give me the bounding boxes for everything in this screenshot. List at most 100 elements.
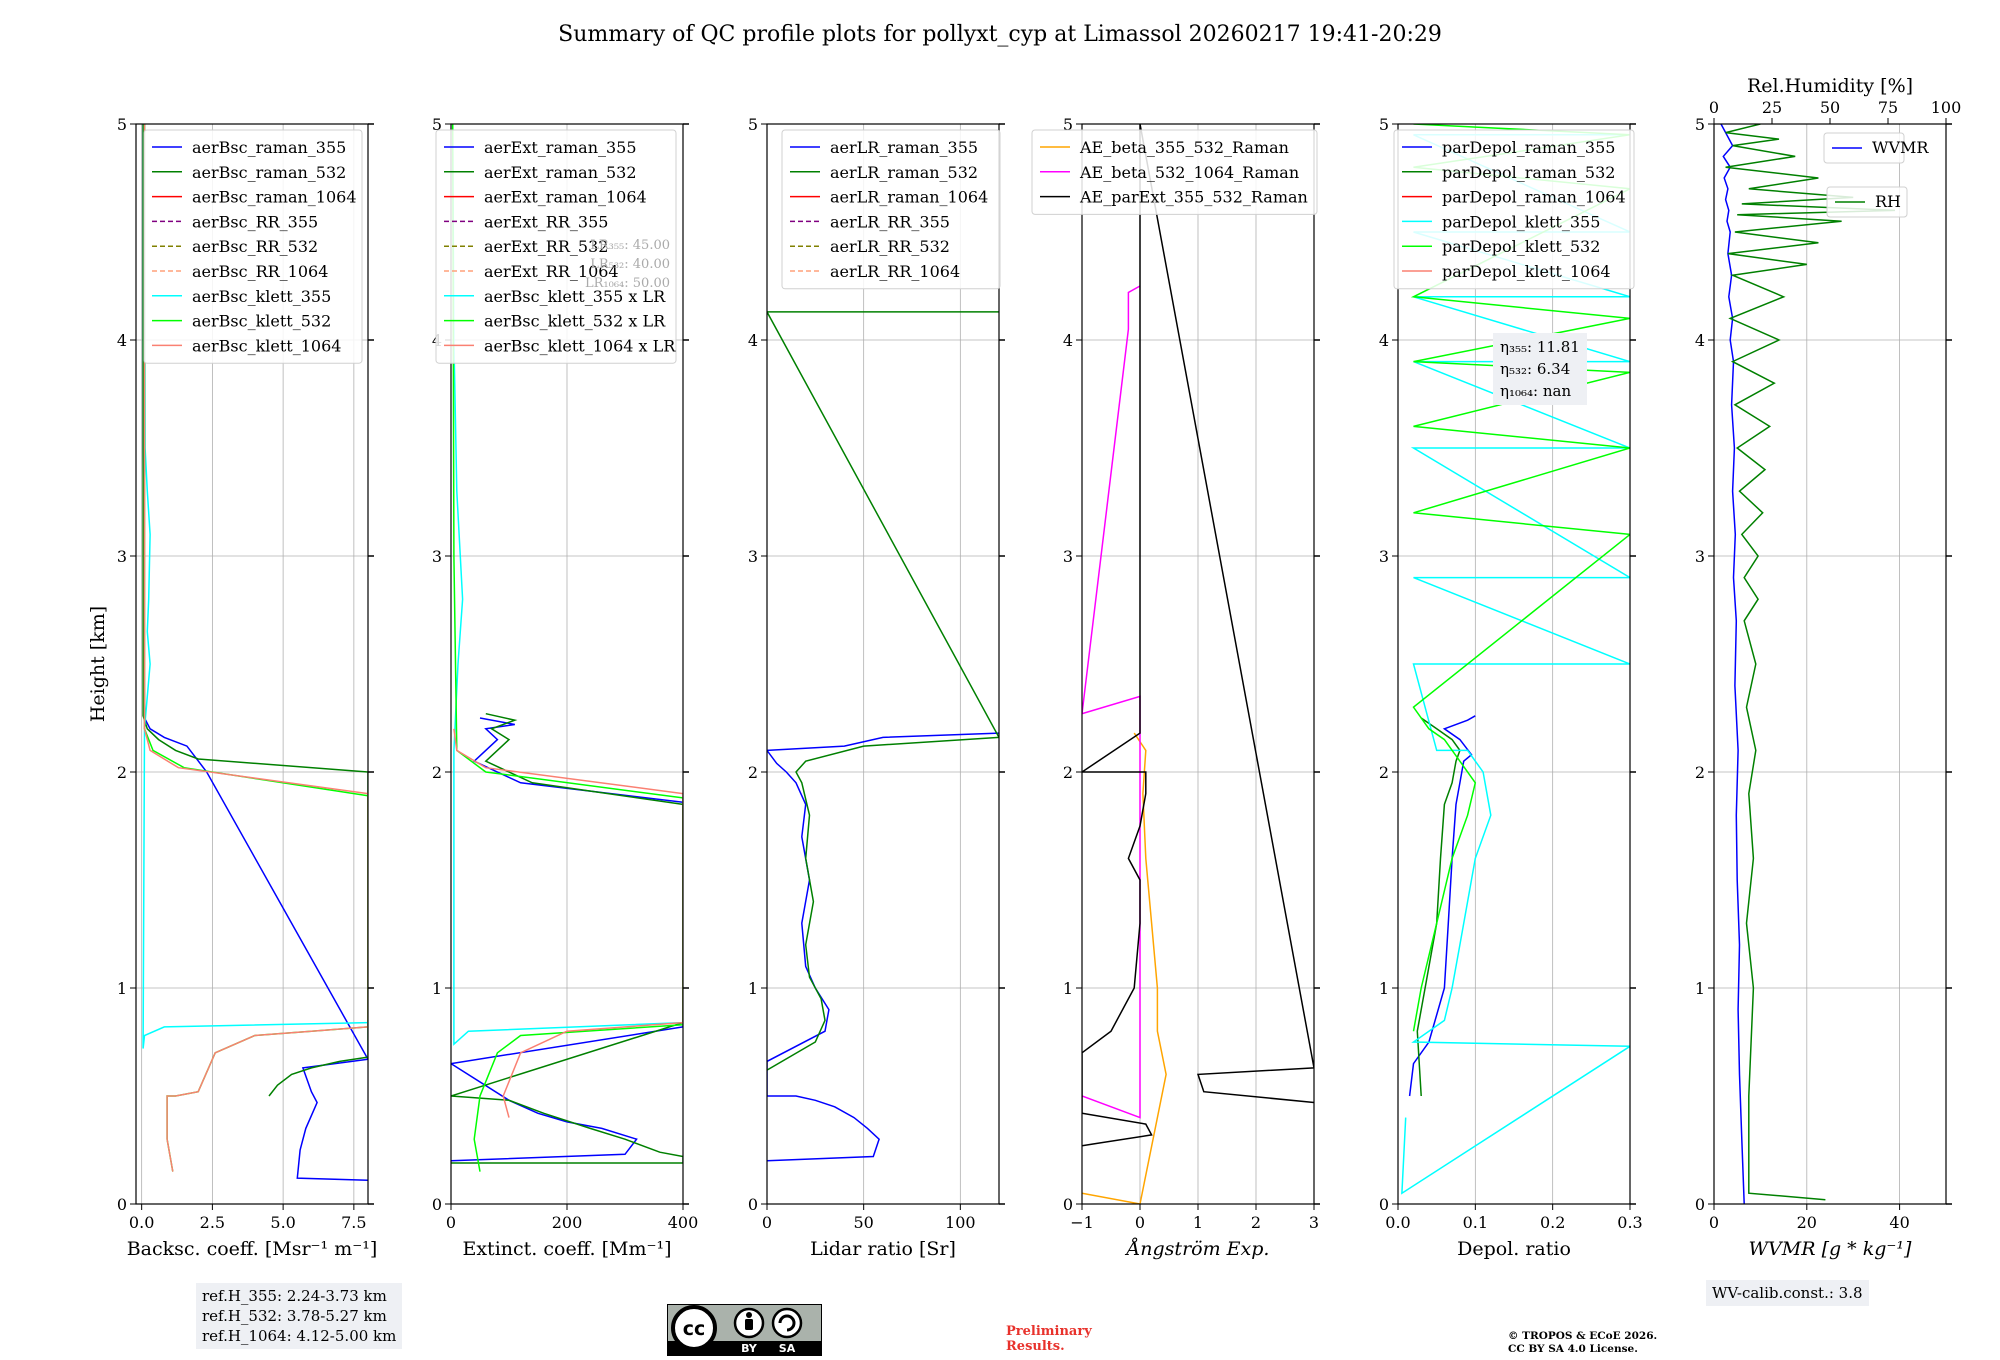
x-tick-label: 40	[1889, 1213, 1909, 1232]
preliminary-line-1: Preliminary	[1006, 1324, 1092, 1339]
legend-label: aerBsc_RR_355	[192, 212, 318, 231]
eta-annotation: η₃₅₅: 11.81	[1500, 338, 1580, 356]
y-axis-label: Height [km]	[87, 606, 109, 722]
x-tick-label: 50	[853, 1213, 873, 1232]
legend-label: aerBsc_klett_1064	[192, 336, 341, 355]
series-line-aerext-raman-355	[451, 717, 683, 1162]
y-tick-label: 0	[748, 1195, 758, 1214]
legend-label: AE_beta_355_532_Raman	[1079, 138, 1289, 157]
legend-label: aerExt_raman_1064	[484, 188, 647, 207]
legend-label: aerBsc_klett_1064 x LR	[484, 336, 676, 355]
x-tick-label: −1	[1070, 1213, 1094, 1232]
copyright-note: © TROPOS & ECoE 2026. CC BY SA 4.0 Licen…	[1508, 1330, 1657, 1356]
lidar-ratio-annotation: LR₁₀₆₄: 50.00	[585, 276, 670, 291]
legend-box	[1826, 186, 1908, 218]
legend-label: RH	[1875, 192, 1901, 211]
x-tick-label: 400	[668, 1213, 699, 1232]
y-tick-label: 3	[117, 547, 127, 566]
y-tick-label: 1	[748, 979, 758, 998]
plot-frame	[766, 123, 1000, 1205]
sa-text: SA	[779, 1342, 796, 1355]
y-tick-label: 1	[117, 979, 127, 998]
x-axis-label: Backsc. coeff. [Msr⁻¹ m⁻¹]	[127, 1238, 378, 1260]
y-tick-label: 0	[1063, 1195, 1073, 1214]
series-line-rh	[1725, 124, 1896, 1201]
figure-title: Summary of QC profile plots for pollyxt_…	[558, 22, 1442, 47]
legend-box	[143, 129, 363, 364]
legend-label: aerExt_raman_532	[484, 163, 637, 182]
legend-label: aerLR_RR_1064	[830, 262, 960, 281]
x-axis-label: Lidar ratio [Sr]	[810, 1238, 956, 1260]
series-line-aerbsc-klett-355-x-lr	[451, 124, 683, 1046]
y-tick-label: 0	[1695, 1195, 1705, 1214]
x-tick-label: 0	[1135, 1213, 1145, 1232]
x2-tick-label: 0	[1709, 98, 1719, 117]
x-tick-label: 0.0	[129, 1213, 154, 1232]
panel-2: 0200400012345Extinct. coeff. [Mm⁻¹]aerEx…	[432, 115, 698, 1260]
plot-frame	[1397, 123, 1631, 1205]
legend-label: parDepol_klett_355	[1442, 212, 1600, 231]
legend-label: aerExt_RR_532	[484, 237, 608, 256]
eta-annotation: η₅₃₂: 6.34	[1500, 360, 1570, 378]
legend-label: aerLR_RR_355	[830, 212, 950, 231]
x-tick-label: 2	[1251, 1213, 1261, 1232]
legend-label: parDepol_raman_1064	[1442, 188, 1626, 207]
legend-label: aerExt_raman_355	[484, 138, 637, 157]
eta-annotation: η₁₀₆₄: nan	[1500, 382, 1571, 400]
panel-1: 0.0 2.5 5.0 7.5 0 1 2 3 4 5 Backsc. coeff. [Msr⁻¹ …	[87, 115, 377, 1260]
y-tick-label: 3	[1063, 547, 1073, 566]
y-tick-label: 5	[748, 115, 758, 134]
legend-label: aerLR_raman_355	[830, 138, 978, 157]
x-tick-label: 0.2	[1540, 1213, 1565, 1232]
y-tick-label: 4	[117, 331, 127, 350]
plot-frame	[1713, 123, 1947, 1205]
x-axis-label: WVMR [g * kg⁻¹]	[1749, 1238, 1913, 1260]
x-tick-label: 7.5	[341, 1213, 366, 1232]
y-tick-label: 1	[1695, 979, 1705, 998]
panel-3: 0 50 100 0 1 2 3 4 5 Lidar ratio [Sr] aerLR_raman_…	[748, 115, 1005, 1260]
legend-label: parDepol_klett_532	[1442, 237, 1600, 256]
series-line-aerext-raman-532	[451, 712, 683, 1164]
preliminary-results-note: Preliminary Results.	[1006, 1324, 1092, 1354]
series-line-aerlr-raman-355	[767, 732, 999, 1162]
ref-height-532: ref.H_532: 3.78-5.27 km	[202, 1307, 387, 1325]
y-tick-label: 2	[1063, 763, 1073, 782]
legend-box	[781, 129, 1001, 290]
ref-height-1064: ref.H_1064: 4.12-5.00 km	[202, 1327, 397, 1345]
y-tick-label: 5	[1695, 115, 1705, 134]
y-tick-label: 1	[432, 979, 442, 998]
y-tick-label: 2	[432, 763, 442, 782]
legend-label: aerLR_raman_1064	[830, 188, 988, 207]
y-tick-label: 5	[432, 115, 442, 134]
y-tick-label: 2	[1695, 763, 1705, 782]
y-tick-label: 1	[1379, 979, 1389, 998]
x-tick-label: 5.0	[270, 1213, 295, 1232]
cc-text: cc	[683, 1318, 706, 1340]
x-tick-label: 20	[1797, 1213, 1817, 1232]
panel-5: 0.0 0.1 0.2 0.3 0 1 2 3 4 5 Depol. ratio parDepol_r…	[1379, 115, 1643, 1260]
series-line-ae-parext-355-532-raman	[1082, 124, 1314, 1147]
y-tick-label: 4	[1063, 331, 1073, 350]
series-line-pardepol-klett-355	[1401, 134, 1630, 1195]
x-axis-label: Depol. ratio	[1457, 1238, 1571, 1260]
y-tick-label: 2	[117, 763, 127, 782]
wv-calibration-box: WV-calib.const.: 3.8	[1706, 1280, 1869, 1306]
series-line-aerbsc-klett-355	[142, 124, 368, 1049]
x2-tick-label: 100	[1931, 98, 1962, 117]
y-tick-label: 3	[1695, 547, 1705, 566]
reference-height-box: ref.H_355: 2.24-3.73 km ref.H_532: 3.78-…	[196, 1283, 403, 1349]
series-line-aerbsc-klett-1064-x-lr	[453, 728, 683, 1118]
legend-label: aerExt_RR_355	[484, 212, 608, 231]
x-tick-label: 3	[1309, 1213, 1319, 1232]
x-tick-label: 0.1	[1463, 1213, 1488, 1232]
preliminary-line-2: Results.	[1006, 1339, 1065, 1354]
legend-label: aerBsc_klett_532	[192, 312, 331, 331]
x-tick-label: 1	[1193, 1213, 1203, 1232]
x2-tick-label: 75	[1878, 98, 1898, 117]
legend-label: aerBsc_klett_355	[192, 287, 331, 306]
legend-label: aerBsc_raman_355	[192, 138, 346, 157]
eta-box	[1493, 333, 1587, 405]
y-tick-label: 0	[117, 1195, 127, 1214]
series-line-aerbsc-klett-1064	[143, 124, 368, 1172]
